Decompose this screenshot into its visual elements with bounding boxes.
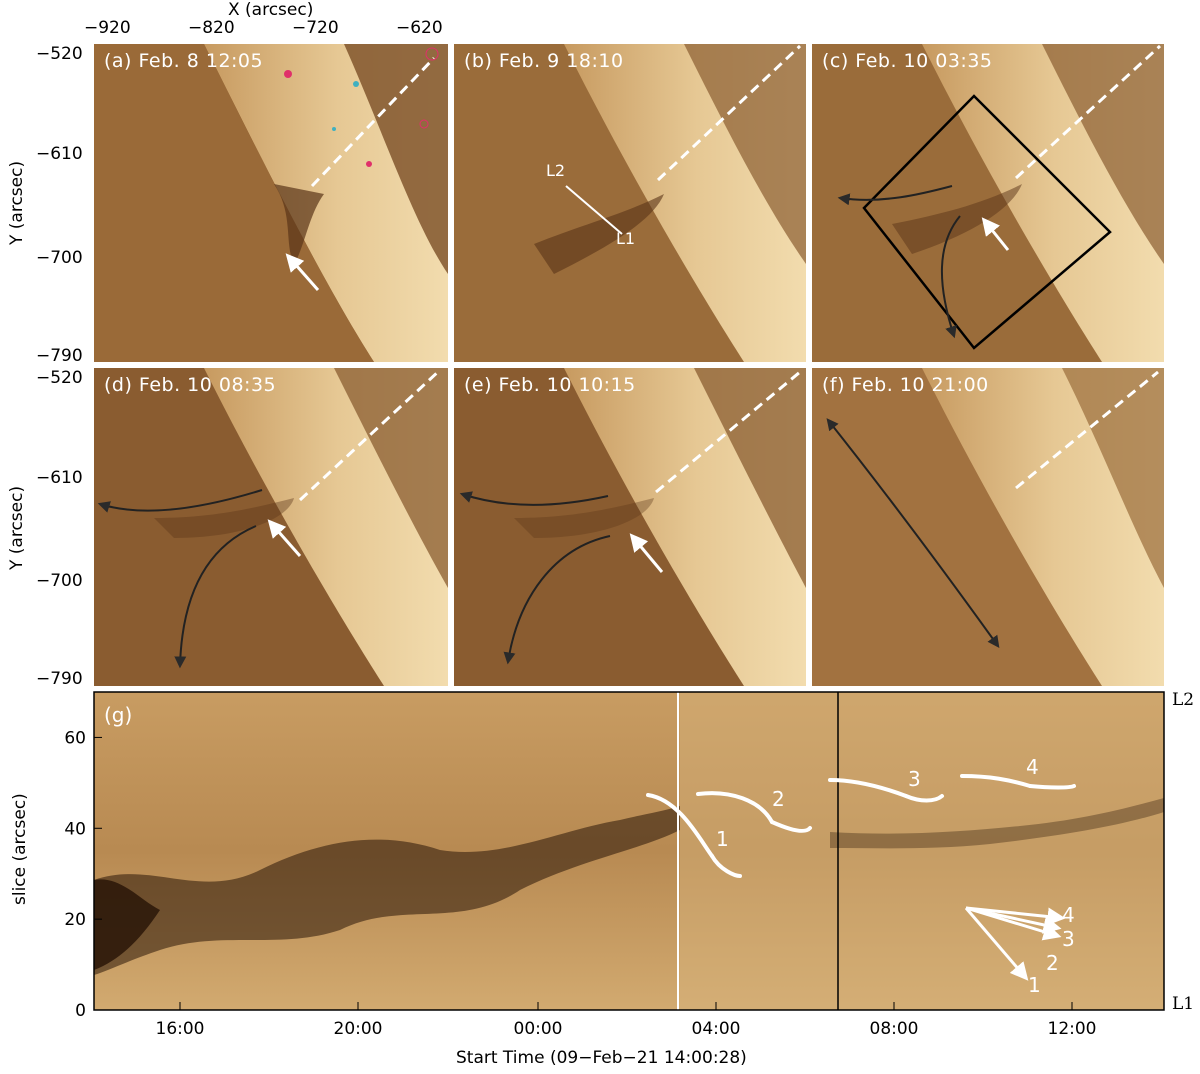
filament-right: [830, 798, 1164, 849]
x-tick-label-2: 00:00: [514, 1019, 563, 1039]
legend-arrow-4: [964, 907, 1029, 981]
x-tick-label-4: 08:00: [870, 1019, 919, 1039]
panel-g-xlabel: Start Time (09−Feb−21 14:00:28): [456, 1048, 747, 1068]
track-number-2: 2: [772, 787, 785, 811]
panel-g-right-top: L2: [1172, 690, 1195, 710]
track-4: [960, 774, 1032, 788]
panel-g-label: (g): [104, 703, 132, 727]
track-3: [828, 778, 908, 798]
x-tick-label-0: 16:00: [156, 1019, 205, 1039]
top-tick-2: −820: [188, 18, 235, 38]
track-tail-1: [710, 854, 742, 878]
y-tick-r1-4: −790: [36, 346, 83, 366]
panel-b-label: (b) Feb. 9 18:10: [464, 50, 624, 72]
y-tick-r2-1: −520: [36, 368, 83, 388]
filament-core: [94, 879, 160, 970]
y-tick-r1-1: −520: [36, 44, 83, 64]
y-tick-label-1: 20: [64, 910, 86, 930]
slit-label-l1: L1: [616, 229, 635, 248]
panel-a-label: (a) Feb. 8 12:05: [104, 50, 264, 72]
panel-a-image: [94, 44, 448, 362]
track-number-1: 1: [716, 827, 729, 851]
legend-number-1: 4: [1062, 903, 1075, 927]
y-tick-r2-2: −610: [36, 468, 83, 488]
panel-e-image: [454, 368, 806, 686]
panel-f-image: [812, 368, 1164, 686]
panel-c-image: [812, 44, 1164, 362]
x-tick-label-5: 12:00: [1048, 1019, 1097, 1039]
legend-number-3: 2: [1046, 951, 1059, 975]
panel-c-label: (c) Feb. 10 03:35: [822, 50, 993, 72]
slit-line: [565, 185, 623, 235]
track-1: [646, 793, 714, 858]
y-tick-label-0: 0: [75, 1001, 86, 1021]
panel-e: (e) Feb. 10 10:15: [454, 368, 806, 686]
panel-c: (c) Feb. 10 03:35: [812, 44, 1164, 362]
top-tick-4: −620: [396, 18, 443, 38]
y-tick-r1-3: −700: [36, 248, 83, 268]
y-tick-label-2: 40: [64, 819, 86, 839]
legend-number-2: 3: [1062, 927, 1075, 951]
legend-arrow-3: [965, 906, 1062, 941]
top-axis-title: X (arcsec): [228, 0, 314, 20]
panel-g-background: [94, 692, 1164, 1010]
top-tick-1: −920: [84, 18, 131, 38]
track-tail-2: [770, 820, 812, 833]
panel-b-image: L2 L1: [454, 44, 806, 362]
panel-f: (f) Feb. 10 21:00: [812, 368, 1164, 686]
panel-d-image: [94, 368, 448, 686]
x-tick-label-3: 04:00: [692, 1019, 741, 1039]
track-2: [696, 791, 774, 824]
panel-g-right-bottom: L1: [1172, 994, 1195, 1014]
panel-a: (a) Feb. 8 12:05: [94, 44, 448, 362]
y-tick-label-3: 60: [64, 728, 86, 748]
top-tick-3: −720: [292, 18, 339, 38]
legend-number-4: 1: [1028, 973, 1041, 997]
track-number-3: 3: [908, 767, 921, 791]
panel-d-label: (d) Feb. 10 08:35: [104, 374, 277, 396]
track-number-4: 4: [1026, 755, 1039, 779]
track-tail-4: [1028, 784, 1076, 790]
panel-f-label: (f) Feb. 10 21:00: [822, 374, 989, 396]
filament-band: [94, 806, 680, 975]
y-tick-r1-2: −610: [36, 144, 83, 164]
track-tail-3: [904, 794, 944, 803]
panel-e-label: (e) Feb. 10 10:15: [464, 374, 636, 396]
panel-d: (d) Feb. 10 08:35: [94, 368, 448, 686]
y-tick-r2-3: −700: [36, 571, 83, 591]
y-tick-r2-4: −790: [36, 669, 83, 689]
slit-label-l2: L2: [546, 161, 565, 180]
panel-b: L2 L1 (b) Feb. 9 18:10: [454, 44, 806, 362]
x-tick-label-1: 20:00: [334, 1019, 383, 1039]
